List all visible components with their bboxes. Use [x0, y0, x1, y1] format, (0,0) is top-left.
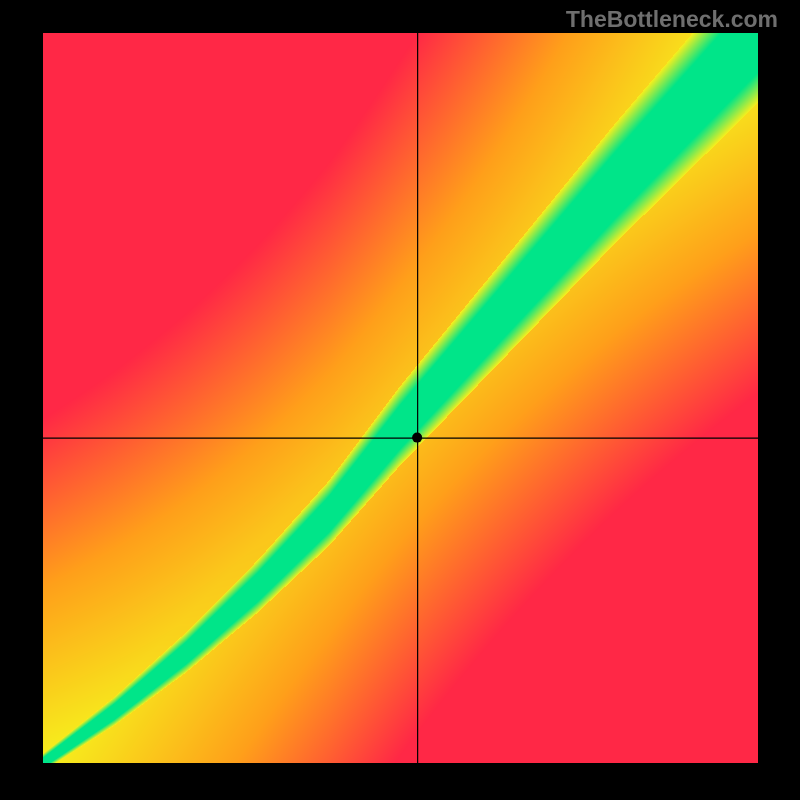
- heatmap-plot: [43, 33, 758, 763]
- chart-container: TheBottleneck.com: [0, 0, 800, 800]
- watermark-text: TheBottleneck.com: [566, 6, 778, 33]
- heatmap-canvas: [43, 33, 758, 763]
